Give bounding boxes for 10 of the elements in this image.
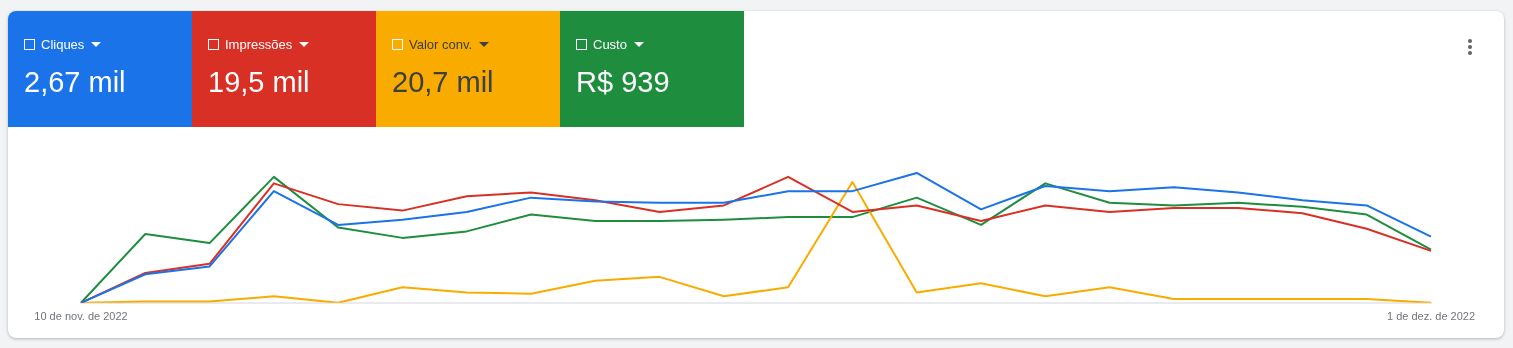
text: R$ 939: [576, 66, 671, 99]
legend-label: Cliques: [41, 36, 85, 52]
text: 2,67 mil: [24, 66, 127, 99]
legend-label: Impressões: [225, 36, 293, 52]
x-tick-label: 1 de dez. de 2022: [1386, 310, 1476, 323]
text: 19,5 mil: [208, 66, 311, 99]
x-tick-label: 10 de nov. de 2022: [34, 310, 128, 323]
legend-label: Custo: [593, 36, 627, 52]
text: 20,7 mil: [392, 66, 495, 99]
legend-label: Valor conv.: [409, 36, 473, 52]
